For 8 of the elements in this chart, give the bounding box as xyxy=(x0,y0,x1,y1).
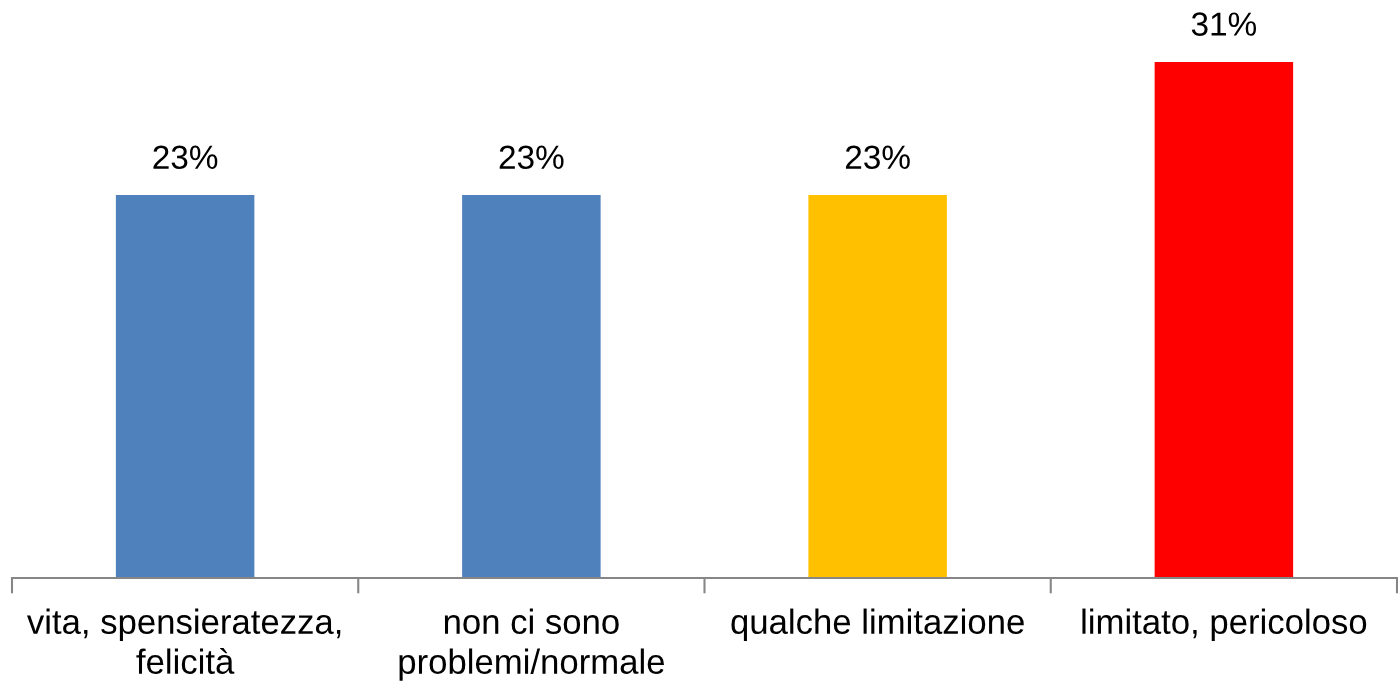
data-label: 23% xyxy=(153,145,218,170)
x-tick-label: vita, spensieratezza, felicità xyxy=(27,608,341,674)
x-tick-label: non ci sono problemi/normale xyxy=(399,608,664,681)
data-label: 31% xyxy=(1191,12,1257,36)
x-tick-label: qualche limitazione xyxy=(731,608,1024,641)
data-label: 23% xyxy=(499,145,564,170)
x-tick-label: limitato, pericoloso xyxy=(1082,608,1367,641)
data-label: 23% xyxy=(845,145,910,170)
